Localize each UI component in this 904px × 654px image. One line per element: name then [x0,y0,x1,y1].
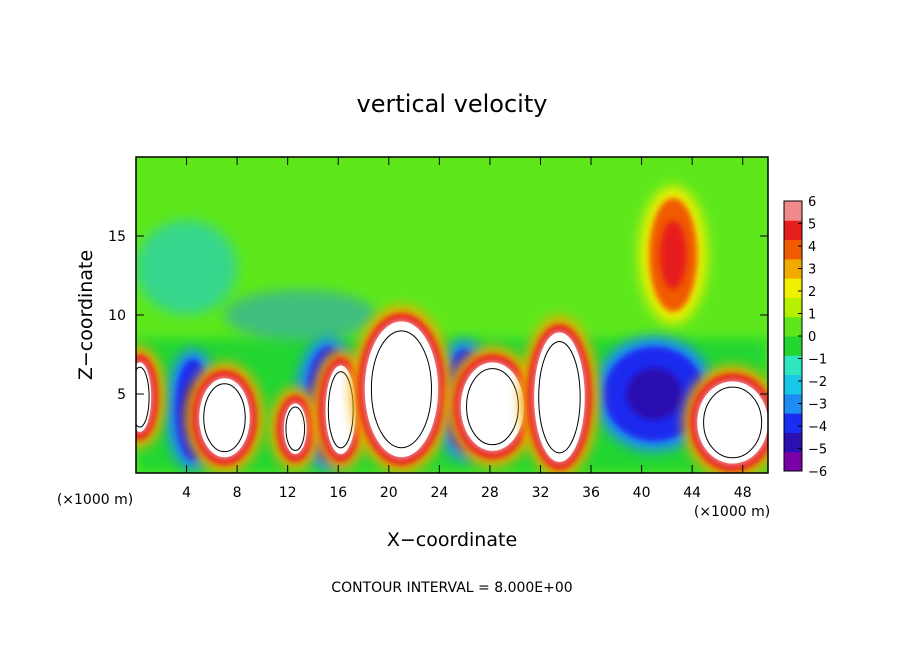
colorbar-swatch [784,393,802,414]
updraft-contour [136,366,150,428]
colorbar-tick-label: −2 [808,375,827,390]
y-tick-label: 10 [108,308,126,324]
colorbar-tick-label: −1 [808,353,827,368]
colorbar-swatch [784,355,802,376]
downdraft-4 [593,336,715,452]
contour-interval-note: CONTOUR INTERVAL = 8.000E+00 [331,580,572,596]
updraft-core [534,332,585,462]
updraft-core [460,362,525,451]
updraft-1 [136,346,166,448]
colorbar-swatch [784,297,802,318]
upper-updraft [639,186,708,324]
updraft-contour [285,406,306,452]
updraft-contour [538,340,581,454]
updraft-contour [466,368,519,446]
colorbar-swatch [784,258,802,279]
chart-title: vertical velocity [357,90,548,118]
x-axis-label: X−coordinate [387,529,517,551]
x-tick-label: 20 [380,485,398,501]
colorbar-tick-label: 3 [808,263,816,278]
colorbar-tick-label: −5 [808,443,827,458]
x-tick-label: 8 [233,485,242,501]
colorbar-tick-label: −4 [808,420,827,435]
colorbar-tick-label: 0 [808,330,816,345]
x-tick-label: 12 [279,485,297,501]
updraft-5 [350,305,453,473]
updraft-core [364,321,439,458]
y-tick-label: 5 [117,387,126,403]
updraft-3 [269,387,321,471]
updraft-8 [683,365,768,473]
x-tick-label: 4 [182,485,191,501]
colorbar: 6 5 4 3 2 1 0 −1 −2 −3 −4 −5 −6 [783,195,827,480]
x-unit-left: (×1000 m) [57,492,133,508]
colorbar-tick-label: 2 [808,285,816,300]
colorbar-swatch [784,374,802,395]
x-tick-label: 28 [481,485,499,501]
x-tick-label: 36 [582,485,600,501]
colorbar-swatch [784,432,802,453]
x-axis: 4 8 12 16 20 24 28 32 36 40 44 48 [182,157,752,501]
y-tick-label: 15 [108,229,126,245]
y-axis-label: Z−coordinate [75,250,97,380]
upper-updraft-core [659,220,687,290]
updraft-core [697,381,768,464]
updraft-contour [203,383,246,453]
colorbar-swatch [784,336,802,356]
updraft-core [325,365,356,455]
x-unit-right: (×1000 m) [694,504,770,520]
colorbar-tick-label: 5 [808,218,816,233]
colorbar-tick-label: 1 [808,308,816,323]
colorbar-tick-label: −3 [808,398,827,413]
updraft-core [199,378,250,458]
colorbar-swatch [784,278,802,298]
x-tick-label: 24 [430,485,448,501]
y-axis: 5 10 15 [108,229,768,403]
colorbar-swatch [784,451,802,472]
colorbar-swatch [784,220,802,241]
x-tick-label: 32 [532,485,550,501]
weak-downdraft-patch [136,220,238,315]
updraft-core [283,403,307,455]
colorbar-swatch [784,413,802,433]
x-tick-label: 44 [683,485,701,501]
x-tick-label: 40 [633,485,651,501]
colorbar-tick-label: −6 [808,465,827,480]
downdraft-peak [626,367,683,421]
weak-downdraft-band [224,289,377,341]
updraft-contour [703,386,763,459]
colorbar-swatch [784,239,802,260]
colorbar-tick-label: 6 [808,195,816,210]
plot-area [136,157,768,473]
colorbar-tick-label: 4 [808,240,816,255]
updraft-6 [446,346,539,467]
x-tick-label: 48 [734,485,752,501]
colorbar-swatch [784,316,802,337]
colorbar-swatch [784,201,802,221]
updraft-2 [185,362,264,473]
updraft-core [136,362,152,432]
updraft-7 [520,316,599,473]
updraft-contour [370,330,432,449]
x-tick-label: 16 [329,485,347,501]
